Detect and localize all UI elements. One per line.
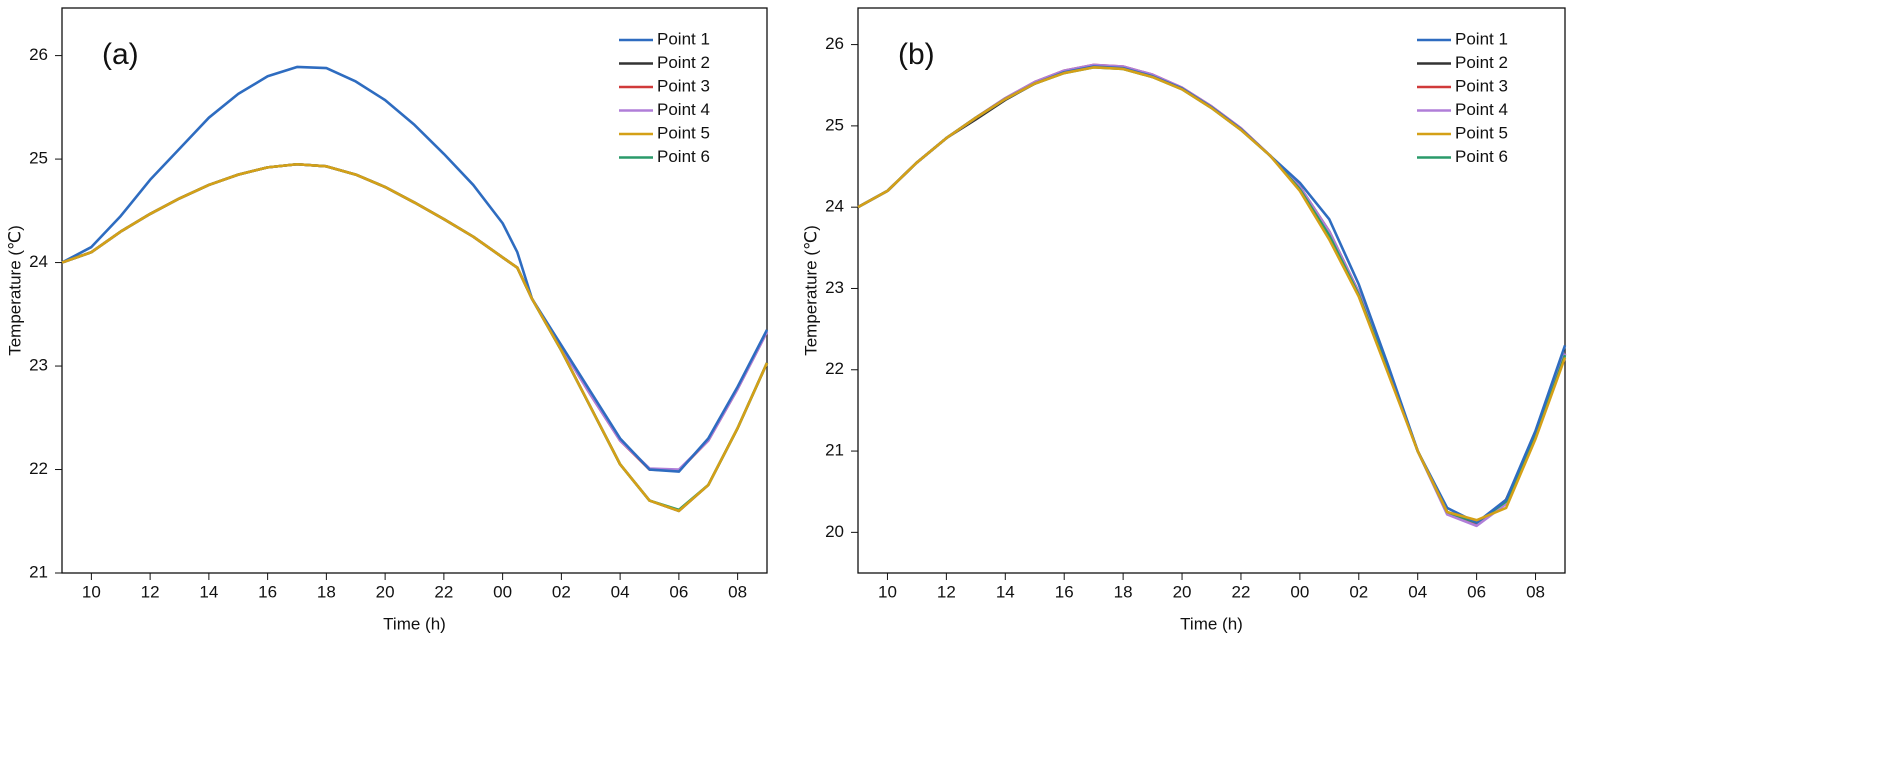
y-tick-label: 25: [825, 115, 844, 134]
series-line: [61, 65, 769, 473]
legend-label: Point 3: [1455, 76, 1508, 95]
x-tick-label: 16: [1055, 582, 1074, 601]
legend-label: Point 2: [657, 53, 710, 72]
y-axis-label: Temperature (℃): [801, 225, 820, 356]
x-tick-label: 18: [317, 582, 336, 601]
x-tick-label: 02: [552, 582, 571, 601]
series-line: [61, 162, 769, 512]
y-tick-label: 26: [29, 45, 48, 64]
x-tick-label: 00: [1290, 582, 1309, 601]
series-line: [61, 162, 769, 472]
y-tick-label: 26: [825, 34, 844, 53]
x-tick-label: 10: [878, 582, 897, 601]
x-tick-label: 06: [1467, 582, 1486, 601]
legend-label: Point 5: [1455, 123, 1508, 142]
series-line: [61, 162, 769, 513]
plot-frame: [857, 7, 1566, 574]
x-tick-label: 14: [199, 582, 218, 601]
legend-label: Point 5: [657, 123, 710, 142]
series-line: [857, 66, 1567, 522]
y-tick-label: 21: [29, 562, 48, 581]
x-tick-label: 06: [669, 582, 688, 601]
x-tick-label: 08: [728, 582, 747, 601]
legend-label: Point 6: [657, 147, 710, 166]
x-tick-label: 22: [1231, 582, 1250, 601]
x-tick-label: 08: [1526, 582, 1545, 601]
x-tick-label: 16: [258, 582, 277, 601]
plot-frame: [61, 7, 768, 574]
legend-label: Point 6: [1455, 147, 1508, 166]
x-tick-label: 14: [996, 582, 1015, 601]
legend-label: Point 4: [657, 100, 710, 119]
y-tick-label: 22: [29, 459, 48, 478]
x-tick-label: 12: [141, 582, 160, 601]
legend-label: Point 2: [1455, 53, 1508, 72]
y-tick-label: 25: [29, 149, 48, 168]
y-tick-label: 22: [825, 359, 844, 378]
y-tick-label: 23: [825, 278, 844, 297]
x-axis-label: Time (h): [1180, 614, 1243, 633]
x-tick-label: 02: [1349, 582, 1368, 601]
x-tick-label: 04: [1408, 582, 1427, 601]
x-tick-label: 18: [1114, 582, 1133, 601]
y-tick-label: 24: [29, 252, 48, 271]
x-tick-label: 00: [493, 582, 512, 601]
legend-label: Point 4: [1455, 100, 1508, 119]
x-tick-label: 20: [376, 582, 395, 601]
y-tick-label: 21: [825, 441, 844, 460]
y-tick-label: 24: [825, 197, 844, 216]
y-tick-label: 23: [29, 356, 48, 375]
legend-label: Point 1: [1455, 29, 1508, 48]
legend-label: Point 1: [657, 29, 710, 48]
x-axis-label: Time (h): [383, 614, 446, 633]
x-tick-label: 12: [937, 582, 956, 601]
y-axis-label: Temperature (℃): [5, 225, 24, 356]
series-line: [61, 162, 769, 471]
x-tick-label: 10: [82, 582, 101, 601]
x-tick-label: 04: [611, 582, 630, 601]
x-tick-label: 22: [434, 582, 453, 601]
panel-annotation: (a): [102, 38, 139, 71]
series-line: [61, 162, 769, 513]
y-tick-label: 20: [825, 522, 844, 541]
legend-label: Point 3: [657, 76, 710, 95]
panel-annotation: (b): [898, 38, 935, 71]
x-tick-label: 20: [1173, 582, 1192, 601]
